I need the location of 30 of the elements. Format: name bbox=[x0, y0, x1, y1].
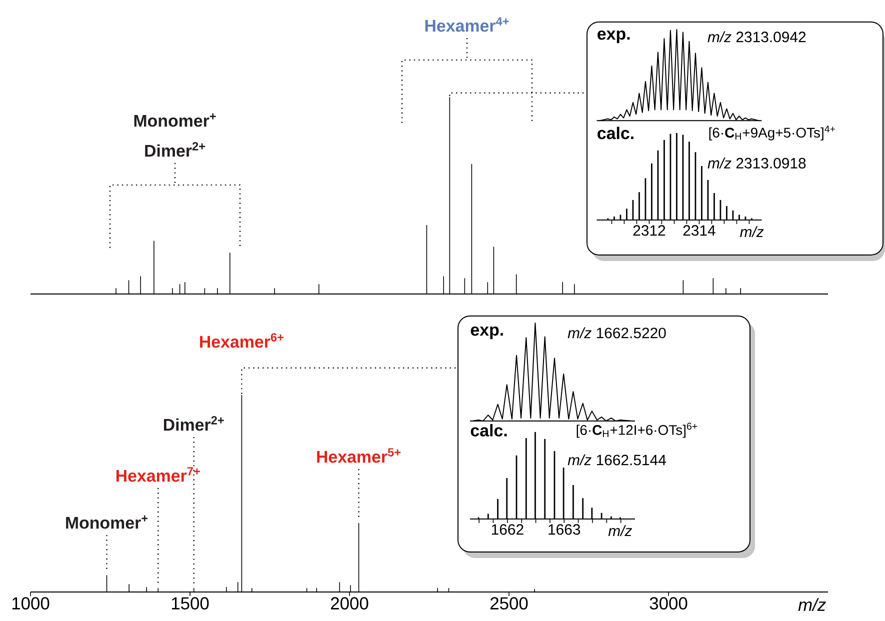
chart-title: calc. bbox=[470, 424, 507, 436]
annotation: [6·C$_{H}$+12I+6·OTs]$^{6+}$ bbox=[576, 422, 698, 438]
annotation: Hexamer$^{6+}$ bbox=[200, 333, 284, 348]
annotation: Hexamer$^{5+}$ bbox=[317, 448, 401, 463]
x-tick-label: 2312 bbox=[633, 225, 666, 236]
chart-title: exp. bbox=[470, 326, 503, 340]
x-tick-label: 1662 bbox=[492, 524, 524, 535]
x-axis-title: m/z bbox=[798, 598, 826, 611]
annotation: m/z 1662.5220 bbox=[568, 327, 666, 338]
x-tick-label: 2000 bbox=[330, 597, 368, 610]
annotation: m/z 1662.5144 bbox=[568, 454, 666, 466]
annotation: m/z 2313.0918 bbox=[708, 158, 806, 168]
x-axis-title: m/z bbox=[740, 226, 764, 238]
x-tick-label: 1663 bbox=[548, 524, 580, 535]
x-tick-label: 3000 bbox=[650, 597, 688, 610]
x-tick-label: 1500 bbox=[172, 597, 209, 610]
annotation: [6·C$_{H}$+9Ag+5·OTs]$^{4+}$ bbox=[709, 126, 836, 140]
annotation: Monomer$^{+}$ bbox=[66, 515, 148, 529]
text: Hexamer$^{4+}$ bbox=[425, 17, 509, 32]
annotation: Dimer$^{2+}$ bbox=[145, 142, 206, 157]
chart-title: calc. bbox=[598, 126, 634, 140]
annotation: Monomer$^{+}$ bbox=[134, 113, 216, 127]
annotation: Dimer$^{2+}$ bbox=[164, 416, 224, 431]
chart-title: exp. bbox=[598, 30, 630, 44]
x-axis-title: m/z bbox=[608, 525, 632, 536]
x-tick-label: 2314 bbox=[683, 225, 716, 236]
annotation: Hexamer$^{7+}$ bbox=[116, 467, 200, 482]
annotation: m/z 2313.0942 bbox=[708, 31, 806, 42]
x-tick-label: 2500 bbox=[490, 597, 528, 610]
x-tick-label: 1000 bbox=[12, 597, 50, 610]
